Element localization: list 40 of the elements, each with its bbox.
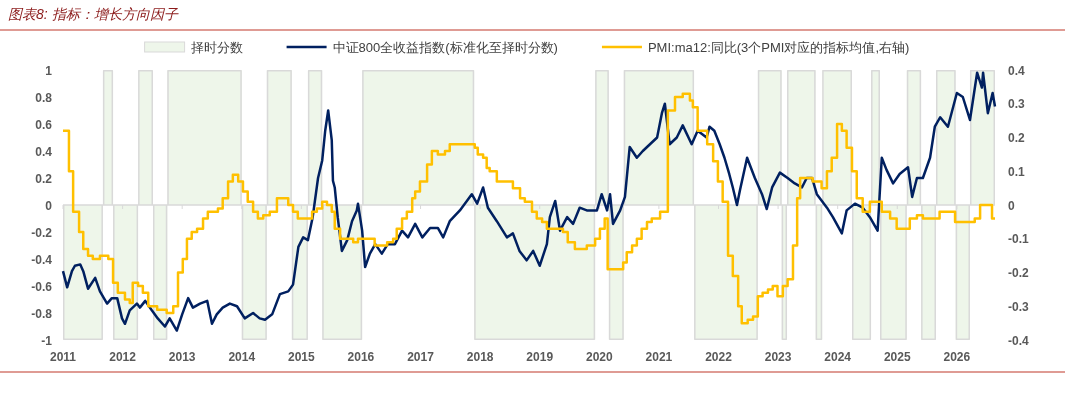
x-tick-label: 2026 [943,350,971,364]
legend-label: PMI:ma12:同比(3个PMI对应的指标均值,右轴) [647,40,910,55]
y2-tick-label: -0.2 [1008,266,1029,280]
x-tick-label: 2020 [585,350,613,364]
y2-tick-label: 0.2 [1008,131,1026,145]
x-tick-label: 2014 [228,350,256,364]
x-tick-label: 2015 [288,350,316,364]
y2-tick-label: 0 [1008,198,1015,213]
y-tick-label: -0.2 [31,225,53,240]
x-tick-label: 2019 [526,350,554,364]
legend-label: 中证800全收益指数(标准化至择时分数) [332,40,558,55]
y2-tick-label: 0.1 [1008,164,1026,179]
y-tick-label: -0.6 [31,279,53,294]
x-tick-label: 2025 [883,350,911,364]
x-tick-label: 2011 [49,350,77,364]
y2-tick-label: -0.1 [1008,232,1029,247]
chart-title: 图表8: 指标：增长方向因子 [8,6,179,22]
y-tick-label: -0.4 [31,252,53,267]
legend-label: 择时分数 [190,40,243,55]
y2-tick-label: 0.4 [1008,63,1026,78]
y-tick-label: 0.8 [35,90,53,105]
x-tick-label: 2013 [168,350,196,364]
x-tick-label: 2021 [645,350,673,364]
x-tick-label: 2012 [109,350,137,364]
y-tick-label: -1 [41,333,53,348]
y-tick-label: -0.8 [31,306,53,321]
x-tick-label: 2018 [466,350,494,364]
y2-tick-label: -0.4 [1008,333,1029,348]
y-tick-label: 0.2 [35,171,53,186]
y-tick-label: 0 [45,198,53,213]
x-tick-label: 2022 [705,350,733,364]
y-tick-label: 0.6 [35,117,53,132]
x-tick-label: 2017 [407,350,435,364]
y2-tick-label: -0.3 [1008,299,1029,314]
y-tick-label: 1 [45,63,53,78]
x-tick-label: 2016 [347,350,375,364]
x-tick-label: 2023 [764,350,792,364]
y2-tick-label: 0.3 [1008,97,1026,112]
x-tick-label: 2024 [824,350,852,364]
y-tick-label: 0.4 [35,144,53,159]
